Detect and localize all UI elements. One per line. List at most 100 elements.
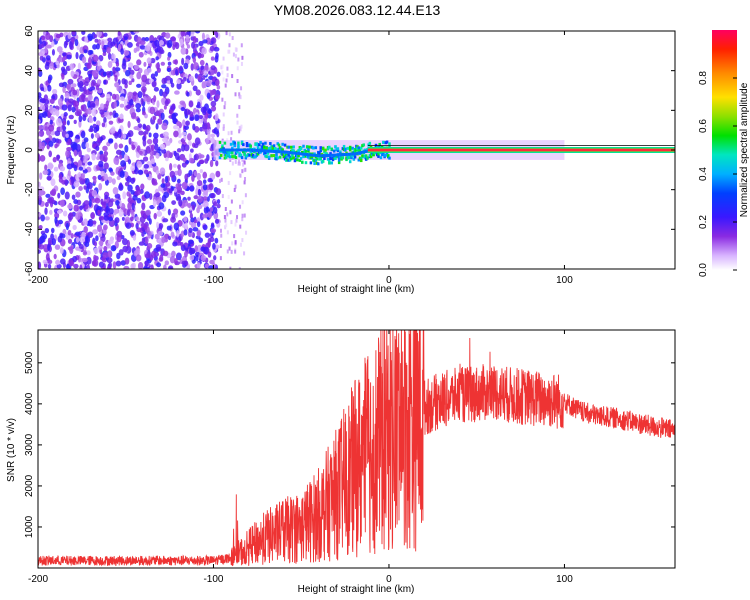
noise-cell bbox=[207, 240, 211, 248]
noise-cell bbox=[149, 254, 154, 261]
noise-cell bbox=[103, 116, 107, 124]
transition-cell bbox=[231, 241, 234, 246]
noise-cell bbox=[103, 79, 107, 85]
noise-cell bbox=[96, 156, 101, 161]
transition-cell bbox=[231, 161, 234, 166]
transition-cell bbox=[231, 36, 234, 41]
transition-cell bbox=[228, 246, 231, 251]
onset-cell bbox=[312, 146, 315, 150]
transition-cell bbox=[222, 112, 225, 117]
noise-cell bbox=[91, 153, 96, 161]
noise-cell bbox=[193, 195, 199, 200]
transition-cell bbox=[231, 74, 234, 79]
noise-cell bbox=[137, 261, 144, 269]
noise-cell bbox=[149, 106, 156, 115]
noise-cell bbox=[182, 199, 189, 207]
onset-cell bbox=[385, 140, 389, 144]
onset-core bbox=[312, 153, 315, 157]
noise-cell bbox=[132, 95, 137, 102]
noise-cell bbox=[188, 239, 194, 244]
noise-cell bbox=[57, 139, 62, 144]
x-axis-label-bottom: Height of straight line (km) bbox=[298, 584, 415, 595]
noise-cell bbox=[87, 218, 94, 227]
noise-cell bbox=[138, 130, 144, 136]
noise-cell bbox=[122, 133, 127, 140]
onset-cell bbox=[364, 154, 368, 158]
noise-cell bbox=[90, 133, 94, 139]
noise-cell bbox=[38, 113, 45, 118]
noise-cell bbox=[79, 205, 84, 210]
noise-cell bbox=[86, 256, 92, 265]
noise-cell bbox=[213, 46, 220, 52]
noise-cell bbox=[96, 79, 102, 85]
transition-cell bbox=[220, 233, 223, 238]
noise-cell bbox=[202, 184, 208, 191]
noise-cell bbox=[155, 152, 160, 159]
transition-cell bbox=[227, 131, 230, 136]
onset-core bbox=[226, 148, 229, 152]
noise-cell bbox=[210, 89, 217, 96]
noise-cell bbox=[199, 94, 204, 101]
onset-cell bbox=[233, 144, 236, 148]
onset-cell bbox=[388, 156, 391, 160]
noise-cell bbox=[93, 34, 98, 39]
noise-cell bbox=[133, 31, 140, 34]
onset-cell bbox=[344, 148, 347, 152]
onset-cell bbox=[378, 142, 381, 146]
noise-cell bbox=[67, 238, 73, 244]
noise-cell bbox=[120, 160, 127, 167]
noise-cell bbox=[85, 235, 89, 244]
noise-cell bbox=[143, 223, 148, 230]
noise-cell bbox=[90, 103, 96, 108]
noise-cell bbox=[117, 43, 122, 52]
onset-cell bbox=[282, 155, 286, 159]
noise-cell bbox=[78, 115, 83, 123]
noise-cell bbox=[107, 37, 113, 42]
transition-cell bbox=[238, 125, 241, 130]
noise-cell bbox=[132, 91, 137, 97]
noise-cell bbox=[118, 182, 123, 190]
transition-cell bbox=[230, 199, 233, 204]
onset-cell bbox=[330, 161, 334, 165]
onset-cell bbox=[231, 146, 234, 150]
noise-cell bbox=[130, 165, 136, 172]
noise-cell bbox=[203, 200, 209, 208]
noise-cell bbox=[81, 257, 88, 263]
transition-cell bbox=[234, 240, 237, 245]
colorbar-label: Normalized spectral amplitude bbox=[739, 82, 750, 217]
noise-cell bbox=[189, 212, 193, 219]
onset-core bbox=[250, 148, 253, 152]
noise-cell bbox=[87, 231, 94, 238]
transition-cell bbox=[241, 200, 244, 205]
noise-cell bbox=[87, 161, 93, 166]
noise-cell bbox=[111, 178, 116, 185]
onset-cell bbox=[218, 140, 222, 144]
y-tick-label: 20 bbox=[24, 104, 35, 116]
transition-cell bbox=[239, 173, 242, 178]
noise-cell bbox=[59, 32, 64, 38]
noise-cell bbox=[126, 191, 131, 197]
noise-cell bbox=[196, 262, 201, 269]
onset-core bbox=[261, 149, 264, 153]
noise-cell bbox=[200, 53, 205, 59]
noise-cell bbox=[215, 188, 222, 195]
noise-cell bbox=[49, 209, 53, 215]
noise-cell bbox=[73, 263, 79, 269]
y-tick-label: 1000 bbox=[24, 515, 35, 538]
noise-cell bbox=[174, 152, 180, 161]
noise-cell bbox=[164, 99, 169, 107]
noise-cell bbox=[192, 227, 199, 232]
noise-cell bbox=[160, 183, 166, 188]
noise-cell bbox=[63, 40, 68, 49]
noise-cell bbox=[59, 233, 66, 239]
transition-cell bbox=[234, 159, 237, 164]
noise-cell bbox=[213, 201, 218, 207]
onset-core bbox=[363, 150, 366, 154]
noise-cell bbox=[65, 149, 70, 158]
noise-cell bbox=[150, 144, 155, 151]
onset-cell bbox=[326, 147, 330, 151]
noise-cell bbox=[47, 243, 51, 251]
noise-cell bbox=[179, 100, 186, 105]
noise-cell bbox=[49, 98, 55, 104]
noise-cell bbox=[79, 236, 86, 243]
